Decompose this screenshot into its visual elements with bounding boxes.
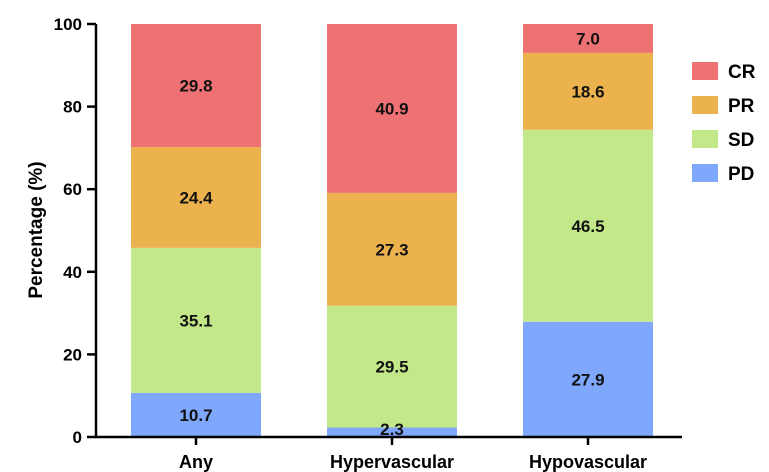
y-tick-label-20: 20 bbox=[63, 345, 82, 364]
y-tick-label-0: 0 bbox=[73, 428, 82, 447]
data-label-pd-hypovascular: 27.9 bbox=[571, 370, 604, 389]
data-label-pr-hypovascular: 18.6 bbox=[571, 82, 604, 101]
bar-pr-any bbox=[131, 147, 261, 248]
bar-pr-hypovascular bbox=[523, 52, 653, 130]
bar-cr-hypervascular bbox=[327, 24, 457, 193]
data-label-cr-hypovascular: 7.0 bbox=[576, 29, 600, 48]
bar-cr-any bbox=[131, 24, 261, 148]
legend-swatch-pr bbox=[692, 96, 718, 114]
data-label-cr-any: 29.8 bbox=[179, 77, 212, 96]
legend: CR PR SD PD bbox=[692, 62, 756, 185]
legend-label-pd: PD bbox=[728, 164, 754, 185]
x-category-label-hypervascular: Hypervascular bbox=[330, 452, 454, 472]
y-axis-title: Percentage (%) bbox=[26, 161, 47, 298]
x-category-label-any: Any bbox=[179, 452, 213, 472]
bar-cr-hypovascular bbox=[523, 24, 653, 53]
y-tick-label-80: 80 bbox=[63, 98, 82, 117]
bar-pd-hypovascular bbox=[523, 321, 653, 437]
axes-group: 0 20 40 60 80 100 Any Hypervascular Hypovascular bbox=[54, 15, 682, 472]
data-label-pd-hypervascular: 2.3 bbox=[380, 420, 404, 439]
data-label-pr-any: 24.4 bbox=[179, 188, 213, 207]
legend-swatch-pd bbox=[692, 164, 718, 182]
data-label-sd-hypovascular: 46.5 bbox=[571, 217, 604, 236]
data-label-sd-hypervascular: 29.5 bbox=[375, 358, 408, 377]
data-label-sd-any: 35.1 bbox=[179, 311, 212, 330]
bar-sd-any bbox=[131, 247, 261, 393]
legend-label-sd: SD bbox=[728, 130, 754, 151]
legend-label-cr: CR bbox=[728, 62, 756, 83]
data-labels-group: 10.7 35.1 24.4 29.8 2.3 29.5 27.3 40.9 27.9 46.5 1… bbox=[179, 29, 604, 439]
legend-swatch-sd bbox=[692, 130, 718, 148]
y-tick-label-60: 60 bbox=[63, 180, 82, 199]
y-tick-label-40: 40 bbox=[63, 263, 82, 282]
data-label-pr-hypervascular: 27.3 bbox=[375, 240, 408, 259]
bar-pd-hypervascular bbox=[327, 427, 457, 437]
legend-swatch-cr bbox=[692, 62, 718, 80]
bars-group bbox=[131, 24, 653, 437]
data-label-cr-hypervascular: 40.9 bbox=[375, 99, 408, 118]
data-label-pd-any: 10.7 bbox=[179, 406, 212, 425]
y-tick-label-100: 100 bbox=[54, 15, 82, 34]
bar-sd-hypovascular bbox=[523, 129, 653, 322]
legend-label-pr: PR bbox=[728, 96, 755, 117]
bar-sd-hypervascular bbox=[327, 305, 457, 428]
bar-pd-any bbox=[131, 392, 261, 437]
x-category-label-hypovascular: Hypovascular bbox=[529, 452, 647, 472]
bar-pr-hypervascular bbox=[327, 192, 457, 306]
